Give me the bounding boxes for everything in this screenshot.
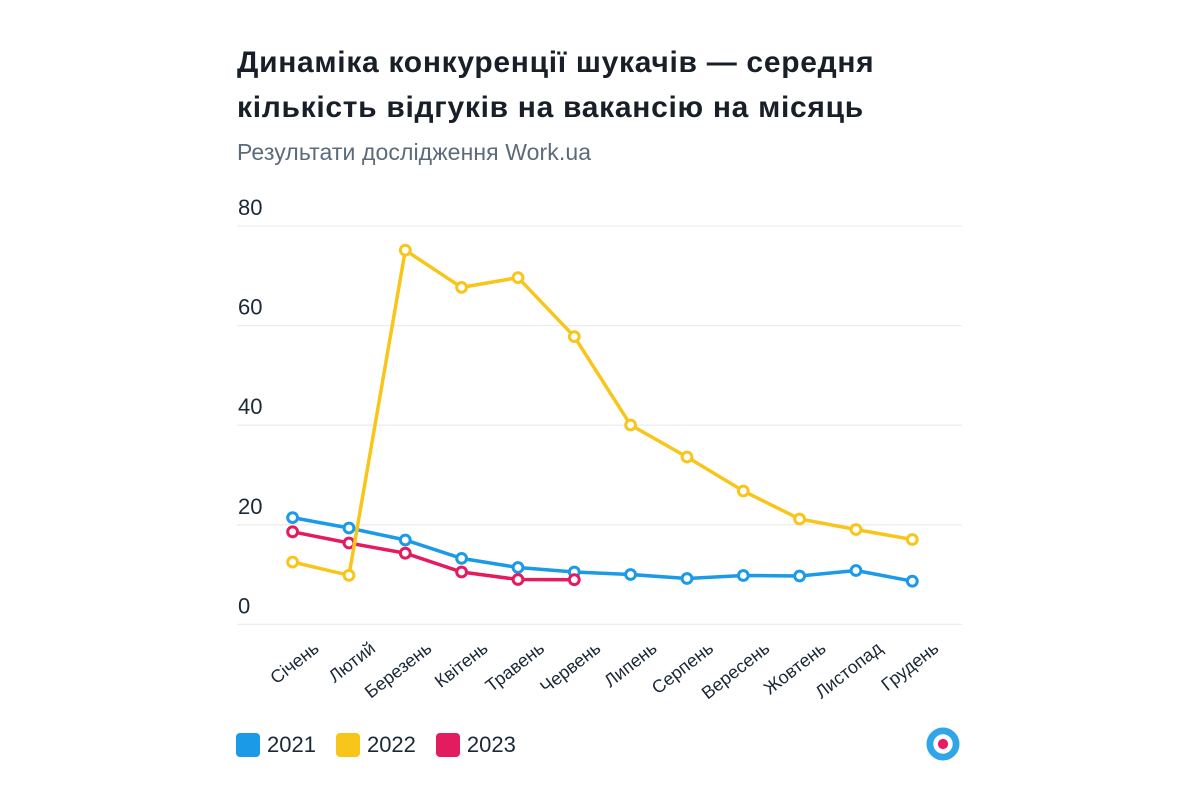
svg-text:Червень: Червень: [536, 638, 604, 697]
svg-text:0: 0: [238, 593, 250, 618]
svg-text:60: 60: [238, 295, 262, 320]
svg-text:40: 40: [238, 394, 262, 419]
svg-text:20: 20: [238, 494, 262, 519]
svg-text:Грудень: Грудень: [877, 638, 942, 695]
svg-text:Січень: Січень: [266, 638, 322, 688]
svg-text:80: 80: [238, 195, 262, 220]
svg-text:Квітень: Квітень: [431, 638, 492, 692]
svg-text:Травень: Травень: [482, 638, 548, 696]
